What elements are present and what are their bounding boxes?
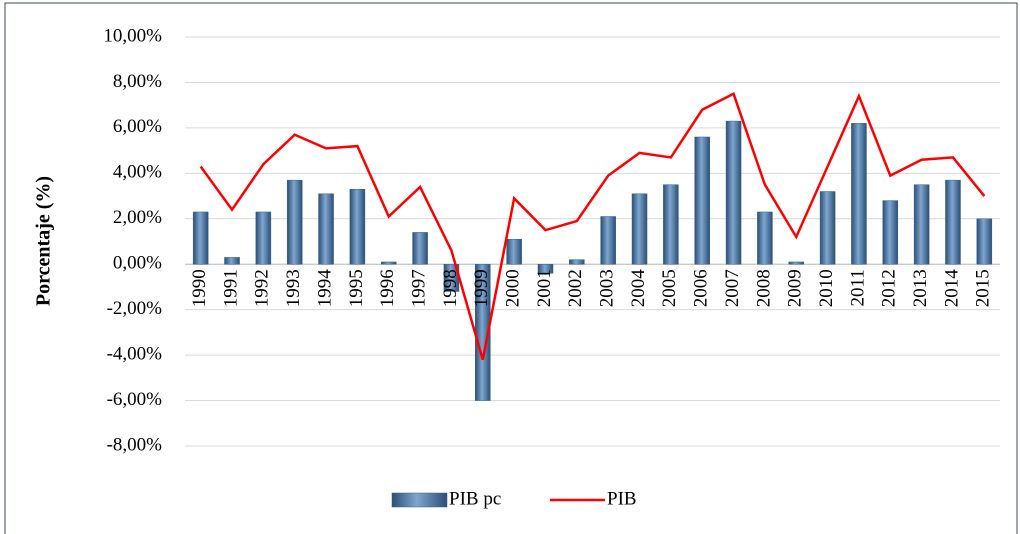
x-tick-label: 2011 — [847, 269, 868, 306]
x-tick-label: 2004 — [628, 269, 649, 308]
line — [199, 92, 986, 361]
y-tick-label: 10,00% — [103, 25, 162, 46]
x-tick-label: 2012 — [879, 269, 900, 307]
x-tick-label: 2009 — [785, 269, 806, 307]
y-tick-label: 8,00% — [113, 71, 162, 92]
x-tick-label: 2014 — [941, 269, 962, 308]
bar — [286, 179, 303, 265]
x-tick-label: 2005 — [659, 269, 680, 307]
bar — [851, 123, 867, 265]
bar — [349, 188, 366, 265]
bar — [318, 193, 334, 265]
y-tick-label: 4,00% — [113, 162, 162, 183]
bar — [663, 184, 679, 265]
legend-label: PIB pc — [449, 488, 501, 509]
bar — [882, 200, 899, 265]
bar — [913, 184, 930, 265]
x-tick-label: 2000 — [502, 269, 523, 307]
bar — [819, 191, 836, 265]
y-tick-label: -4,00% — [107, 343, 163, 364]
x-tick-label: 1998 — [440, 269, 461, 307]
bar — [224, 257, 240, 265]
y-tick-label: -2,00% — [107, 298, 163, 319]
x-tick-label: 1997 — [408, 269, 429, 307]
x-tick-label: 2010 — [816, 269, 837, 307]
bar — [725, 120, 742, 265]
x-tick-label: 1991 — [220, 269, 241, 307]
bar — [694, 136, 710, 265]
bar — [192, 211, 209, 265]
legend-swatch — [391, 492, 448, 508]
x-tick-label: 1992 — [252, 269, 273, 307]
x-tick-label: 1996 — [377, 269, 398, 307]
bar — [600, 216, 616, 265]
x-tick-label: 2013 — [910, 269, 931, 307]
bar — [255, 211, 272, 265]
bar — [788, 261, 804, 265]
x-tick-label: 2002 — [565, 269, 586, 307]
x-tick-label: 1993 — [283, 269, 304, 307]
x-tick-label: 2001 — [534, 269, 555, 307]
bar — [976, 218, 993, 265]
x-tick-label: 2003 — [597, 269, 618, 307]
x-tick-label: 2015 — [973, 269, 994, 307]
y-tick-label: 6,00% — [113, 116, 162, 137]
bar — [757, 211, 773, 265]
bar — [506, 238, 522, 265]
x-tick-label: 1990 — [189, 269, 210, 307]
y-tick-label: -8,00% — [107, 434, 163, 455]
bar — [537, 263, 554, 274]
x-tick-label: 1995 — [346, 269, 367, 307]
bar — [569, 259, 585, 265]
x-tick-label: 1999 — [471, 269, 492, 307]
x-tick-label: 2006 — [691, 269, 712, 307]
chart-border — [4, 2, 1018, 534]
bar — [945, 179, 961, 265]
y-tick-label: 0,00% — [113, 253, 162, 274]
bar — [412, 232, 428, 265]
y-tick-label: 2,00% — [113, 207, 162, 228]
x-tick-label: 1994 — [314, 269, 335, 308]
x-tick-label: 2007 — [722, 269, 743, 307]
legend-label: PIB — [607, 488, 637, 509]
bar — [381, 261, 397, 265]
bar — [631, 193, 648, 265]
x-tick-label: 2008 — [753, 269, 774, 307]
y-axis-title: Porcentaje (%) — [33, 176, 55, 306]
y-tick-label: -6,00% — [107, 389, 163, 410]
